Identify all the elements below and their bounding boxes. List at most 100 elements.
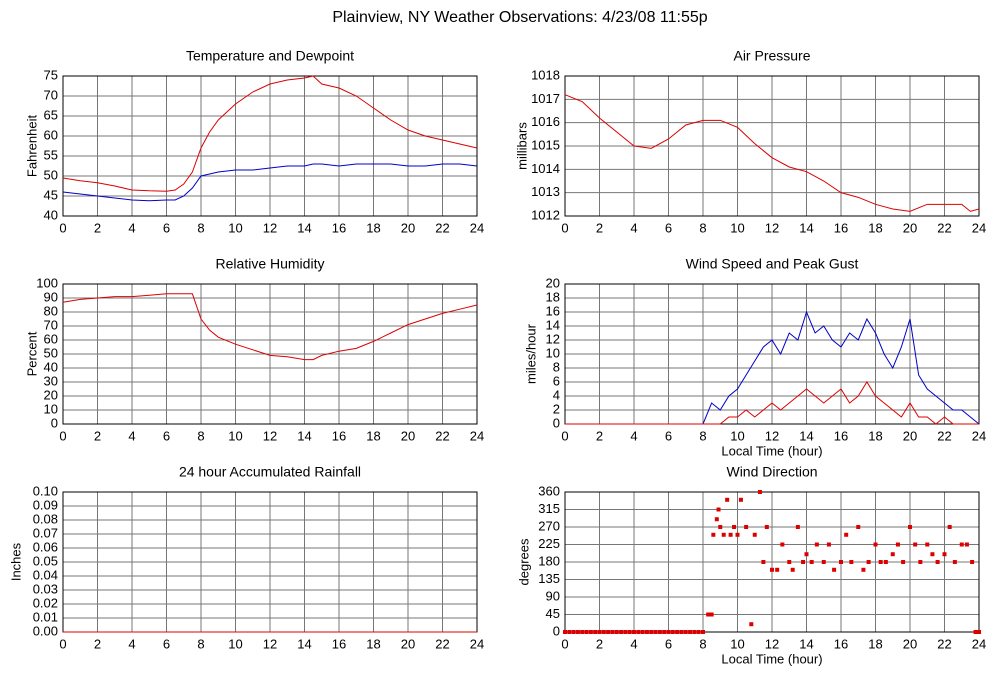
x-tick-label: 14 (799, 428, 813, 443)
y-tick-label: 1016 (531, 114, 560, 129)
page-title: Plainview, NY Weather Observations: 4/23… (332, 9, 707, 26)
point (706, 612, 711, 617)
x-tick-label: 0 (59, 220, 66, 235)
y-tick-label: 80 (44, 303, 58, 318)
point (804, 552, 809, 557)
point (606, 630, 611, 634)
point (930, 552, 935, 557)
x-tick-label: 18 (868, 220, 882, 235)
x-tick-label: 24 (470, 428, 484, 443)
series-line (62, 75, 478, 192)
x-axis-label: Local Time (hour) (721, 651, 822, 666)
point (977, 630, 981, 634)
point (744, 525, 749, 529)
y-tick-label: 0.05 (33, 553, 58, 568)
point (752, 532, 757, 537)
point (584, 630, 589, 634)
x-tick-label: 12 (263, 428, 277, 443)
point (952, 560, 957, 564)
x-tick-label: 16 (332, 636, 346, 651)
x-tick-label: 10 (228, 220, 242, 235)
point (714, 517, 719, 522)
y-tick-label: 10 (44, 401, 58, 416)
point (770, 567, 774, 572)
point (601, 630, 606, 634)
point (725, 497, 730, 502)
y-tick-label: 10 (546, 345, 560, 360)
point (718, 525, 723, 529)
y-tick-label: 1017 (531, 91, 560, 106)
chart-title: Relative Humidity (216, 256, 325, 272)
x-tick-label: 14 (799, 636, 813, 651)
x-tick-label: 6 (163, 428, 170, 443)
point (670, 630, 675, 634)
x-tick-label: 2 (94, 636, 101, 651)
chart-title: 24 hour Accumulated Rainfall (179, 464, 361, 480)
point (563, 630, 567, 634)
x-tick-label: 16 (834, 636, 848, 651)
x-tick-label: 16 (332, 220, 346, 235)
series-line (565, 381, 979, 425)
point (790, 567, 795, 572)
x-tick-label: 2 (596, 428, 603, 443)
y-tick-label: 65 (44, 107, 58, 122)
y-tick-label: 0.00 (33, 623, 58, 638)
y-axis-label: Inches (8, 542, 23, 581)
y-tick-label: 60 (44, 127, 58, 142)
point (801, 560, 806, 564)
y-tick-label: 360 (538, 483, 560, 498)
y-tick-label: 180 (538, 553, 560, 568)
plot-border (62, 75, 478, 217)
point (732, 525, 737, 529)
point (675, 630, 680, 634)
point (764, 525, 769, 529)
point (970, 560, 975, 564)
point (627, 630, 632, 634)
point (809, 560, 814, 564)
plot-border (564, 75, 980, 217)
y-tick-label: 40 (44, 359, 58, 374)
point (757, 490, 762, 494)
y-tick-label: 45 (44, 187, 58, 202)
x-tick-label: 4 (128, 636, 135, 651)
point (947, 525, 952, 529)
point (780, 542, 785, 547)
x-tick-label: 10 (730, 220, 744, 235)
point (873, 542, 878, 547)
x-tick-label: 4 (630, 220, 637, 235)
point (814, 542, 819, 547)
point (913, 542, 918, 547)
point (653, 630, 658, 634)
point (709, 612, 714, 617)
y-tick-label: 0 (51, 415, 58, 430)
x-tick-label: 12 (765, 220, 779, 235)
x-tick-label: 16 (834, 220, 848, 235)
y-tick-label: 0.04 (33, 567, 58, 582)
x-tick-label: 0 (561, 220, 568, 235)
x-tick-label: 18 (868, 428, 882, 443)
x-tick-label: 6 (665, 636, 672, 651)
y-tick-label: 0.08 (33, 511, 58, 526)
y-tick-label: 315 (538, 501, 560, 516)
point (644, 630, 649, 634)
point (826, 542, 831, 547)
x-tick-label: 14 (297, 636, 311, 651)
y-tick-label: 18 (546, 289, 560, 304)
point (832, 567, 837, 572)
y-tick-label: 1015 (531, 137, 560, 152)
y-tick-label: 1014 (531, 161, 560, 176)
x-tick-label: 2 (94, 428, 101, 443)
series-line (62, 163, 478, 202)
x-tick-label: 2 (596, 636, 603, 651)
point (856, 525, 861, 529)
point (711, 532, 716, 537)
x-tick-label: 22 (435, 636, 449, 651)
x-tick-label: 22 (435, 428, 449, 443)
point (908, 525, 912, 529)
y-tick-label: 1018 (531, 67, 560, 82)
point (901, 560, 906, 564)
y-tick-label: 55 (44, 147, 58, 162)
plot-border (62, 283, 478, 425)
x-tick-label: 4 (128, 428, 135, 443)
